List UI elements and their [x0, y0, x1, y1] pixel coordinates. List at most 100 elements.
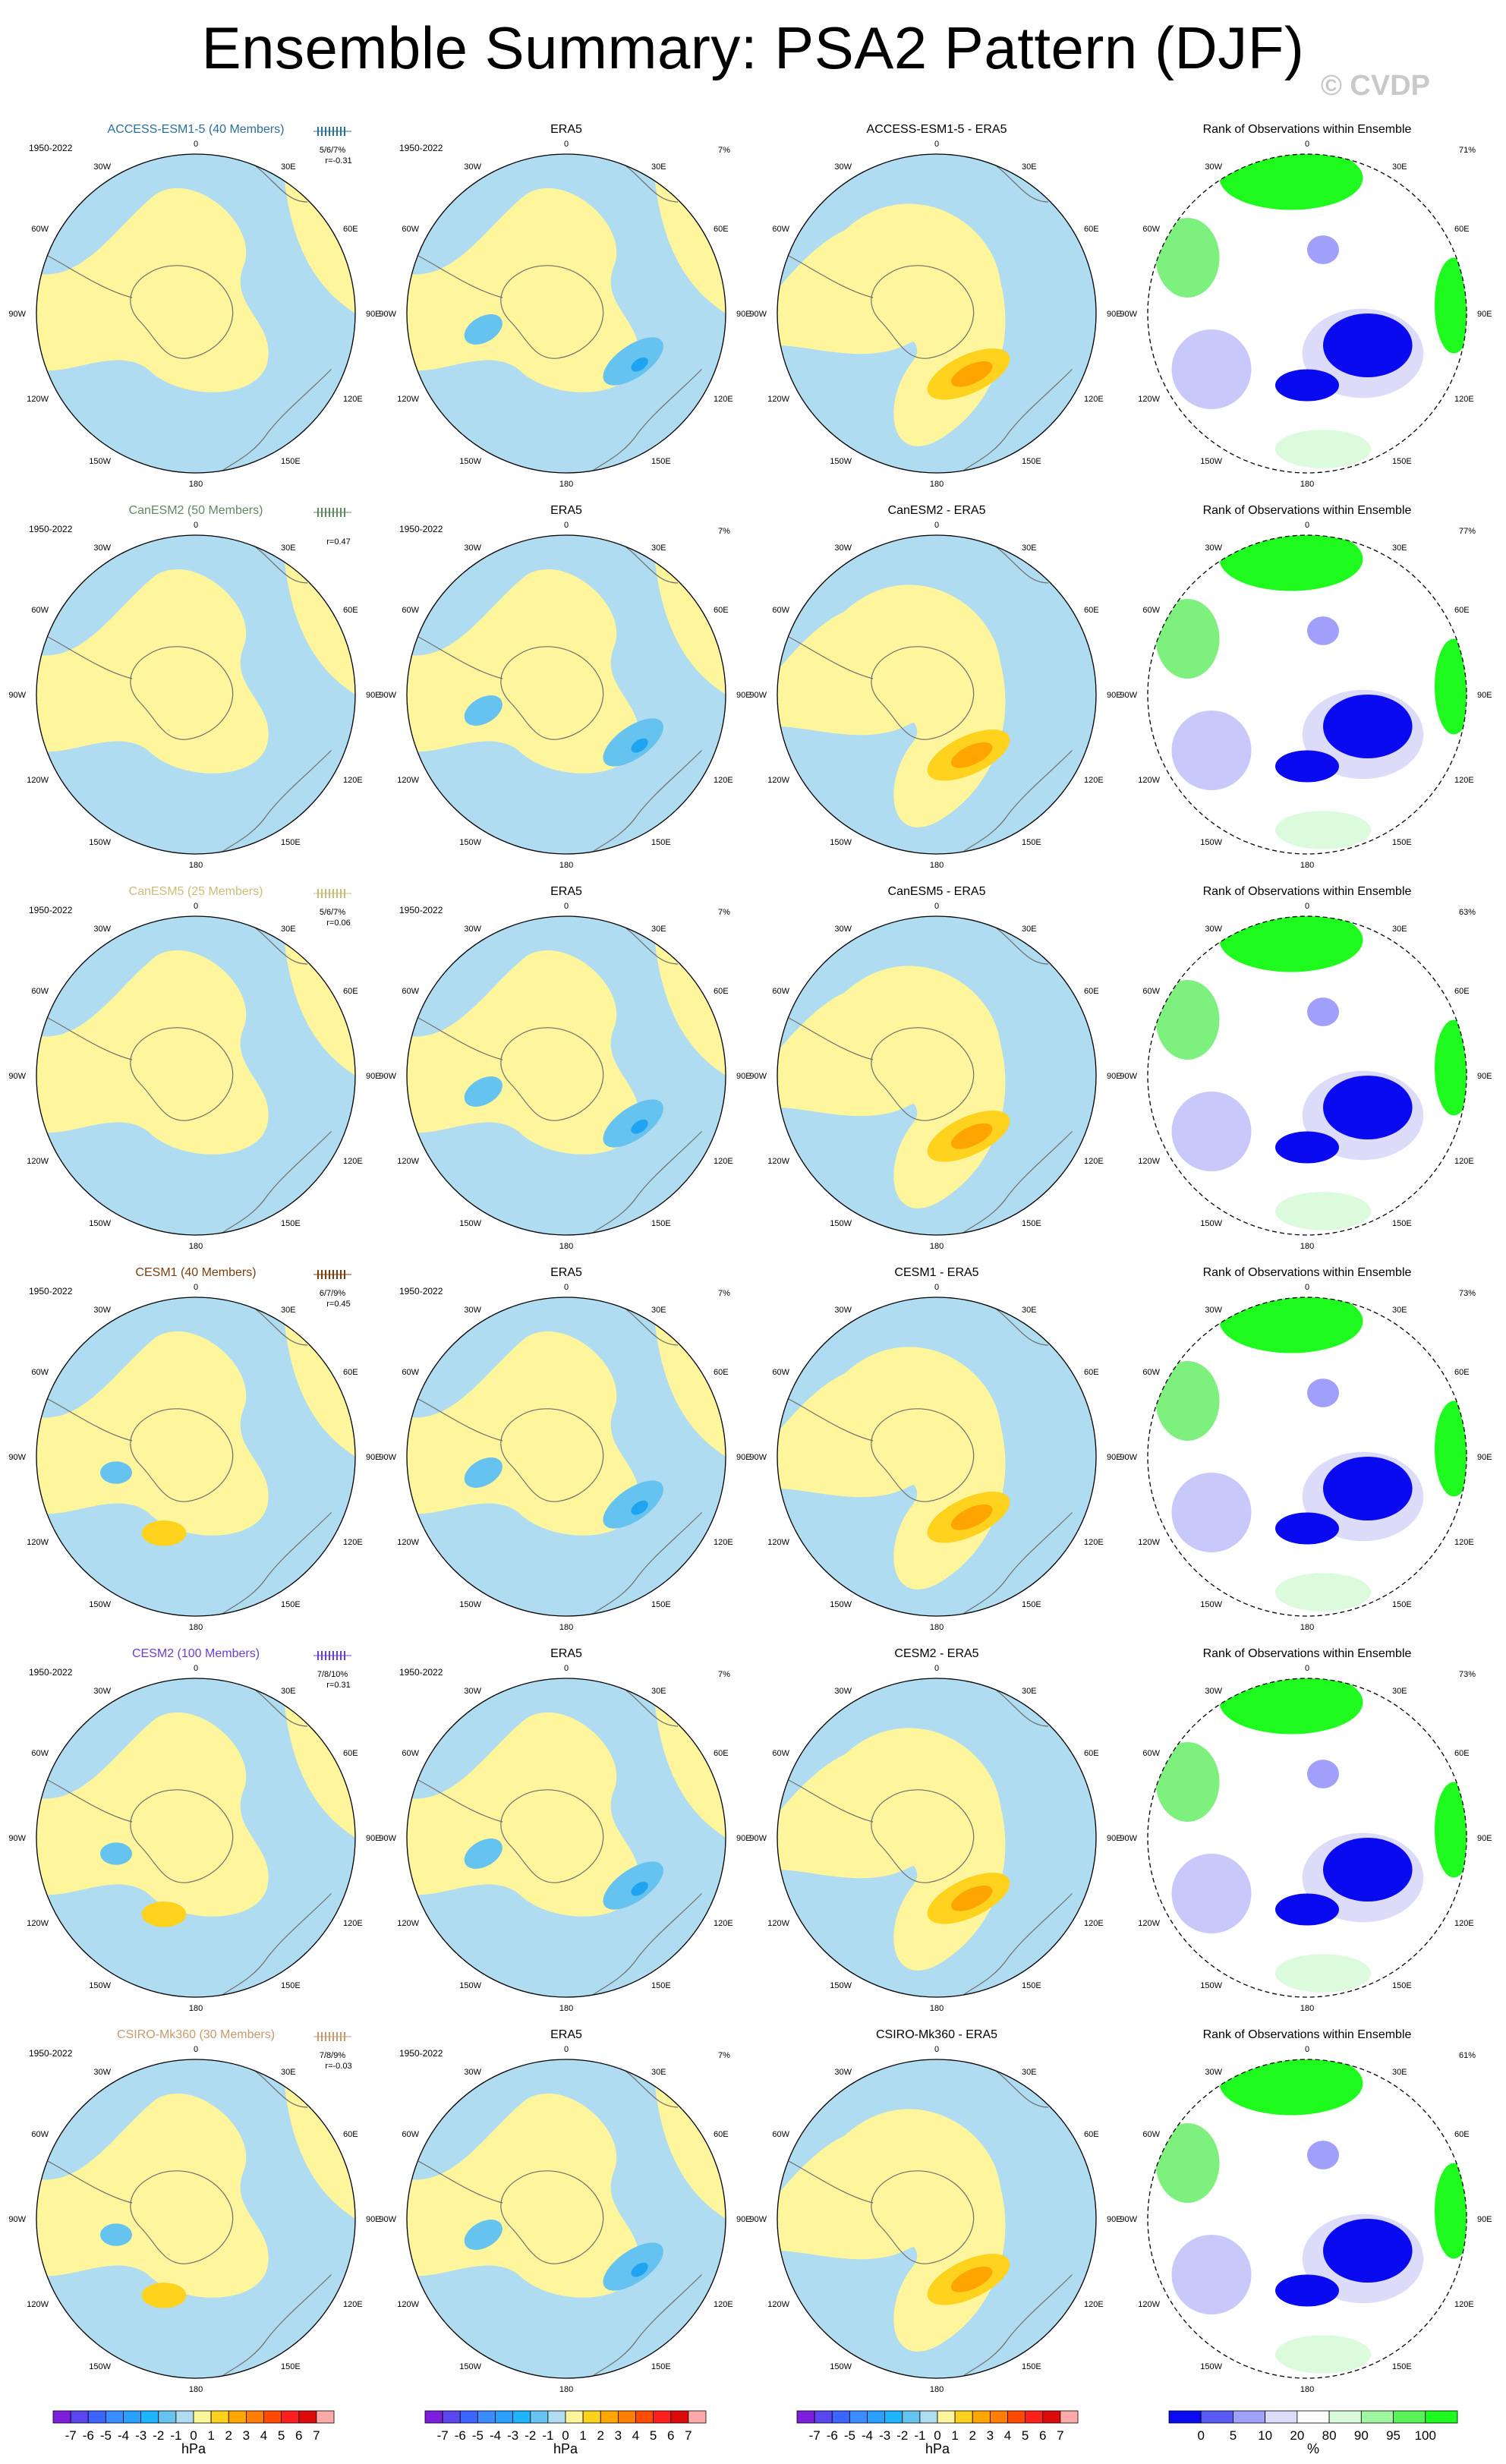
colorbar-swatch	[582, 2410, 601, 2424]
longitude-label: 0	[194, 1283, 198, 1292]
longitude-label: 120E	[1084, 2300, 1104, 2309]
colorbar-swatch	[52, 2410, 71, 2424]
colorbar-tick-label: 10	[1258, 2428, 1272, 2443]
colorbar-swatch	[298, 2410, 317, 2424]
colorbar-swatch	[653, 2410, 672, 2424]
colorbar-swatch	[263, 2410, 282, 2424]
longitude-label: 90E	[1477, 1072, 1492, 1081]
longitude-label: 0	[194, 1664, 198, 1673]
difference-panel-title: CESM1 - ERA5	[894, 1266, 978, 1279]
colorbar-swatch	[495, 2410, 514, 2424]
longitude-label: 60E	[714, 987, 729, 996]
difference-panel-title: CSIRO-Mk360 - ERA5	[876, 2028, 997, 2041]
longitude-label: 60E	[343, 2130, 358, 2139]
colorbar-tick-label: -4	[490, 2428, 501, 2443]
longitude-label: 30E	[1392, 925, 1407, 934]
longitude-label: 60E	[1454, 2130, 1470, 2139]
colorbar-hpa-3: -7 -6 -5 -4 -3 -2 -1 0 1 2 3 4 5 6 7 hPa	[796, 2410, 1079, 2456]
row5-era5-map: 0 30E 60E 90E 120E 150E 180 150W 120W 90W 60W 30W	[379, 1664, 751, 2013]
longitude-label: 30E	[1392, 1687, 1407, 1696]
colorbar-swatch	[1025, 2410, 1044, 2424]
longitude-label: 150W	[830, 457, 852, 466]
longitude-label: 90E	[736, 2215, 751, 2224]
longitude-label: 180	[189, 480, 203, 489]
longitude-label: 30E	[1022, 1687, 1037, 1696]
longitude-label: 180	[1300, 1242, 1314, 1251]
longitude-label: 30W	[1205, 544, 1222, 553]
longitude-label: 150E	[1022, 1219, 1041, 1228]
longitude-label: 60E	[1454, 1368, 1470, 1377]
colorbar-tick-label: 0	[562, 2428, 569, 2443]
longitude-label: 90W	[379, 1453, 396, 1462]
longitude-label: 120W	[27, 1919, 49, 1928]
longitude-label: 90W	[1120, 2215, 1137, 2224]
longitude-label: 30W	[93, 162, 111, 172]
longitude-label: 180	[1300, 480, 1314, 489]
longitude-label: 120W	[767, 776, 789, 785]
longitude-label: 150W	[89, 1219, 111, 1228]
colorbar-swatch	[1328, 2410, 1362, 2424]
longitude-label: 120W	[1138, 1919, 1160, 1928]
longitude-label: 0	[564, 1664, 569, 1673]
longitude-label: 60W	[1142, 1368, 1160, 1377]
longitude-label: 60W	[402, 2130, 419, 2139]
era5-variance-label: 7%	[718, 2051, 730, 2060]
colorbar-tick-label: 95	[1386, 2428, 1400, 2443]
longitude-label: 60W	[402, 1368, 419, 1377]
longitude-label: 60W	[31, 987, 49, 996]
longitude-label: 0	[934, 902, 939, 911]
model-panel-title: CSIRO-Mk360 (30 Members)	[117, 2028, 275, 2041]
longitude-label: 30E	[1022, 544, 1037, 553]
colorbar-tick-label: -5	[844, 2428, 855, 2443]
colorbar-tick-label: 4	[260, 2428, 267, 2443]
longitude-label: 120E	[714, 1538, 733, 1547]
longitude-label: 150W	[89, 2362, 111, 2371]
longitude-label: 0	[194, 2045, 198, 2054]
colorbar-tick-label: 1	[207, 2428, 214, 2443]
longitude-label: 150W	[459, 1981, 481, 1990]
difference-panel-title: CanESM2 - ERA5	[888, 504, 986, 517]
row6-era5-map: 0 30E 60E 90E 120E 150E 180 150W 120W 90W 60W 30W	[379, 2045, 751, 2394]
longitude-label: 120E	[343, 776, 363, 785]
colorbar-swatch	[937, 2410, 956, 2424]
colorbar-swatch	[228, 2410, 247, 2424]
colorbar-swatch	[281, 2410, 300, 2424]
longitude-label: 180	[1300, 1623, 1314, 1632]
colorbar-swatch	[688, 2410, 707, 2424]
longitude-label: 90W	[1120, 1834, 1137, 1843]
year-range-label: 1950-2022	[29, 905, 73, 915]
colorbar-swatch	[442, 2410, 461, 2424]
longitude-label: 120E	[714, 2300, 733, 2309]
row2-diff-map: 0 30E 60E 90E 120E 150E 180 150W 120W 90W 60W 30W	[749, 521, 1121, 870]
longitude-label: 90W	[1120, 1453, 1137, 1462]
longitude-label: 180	[559, 2004, 573, 2013]
longitude-label: 60W	[31, 606, 49, 615]
colorbar-tick-label: 4	[632, 2428, 639, 2443]
longitude-label: 30E	[1022, 1306, 1037, 1315]
colorbar-tick-label: 6	[1039, 2428, 1046, 2443]
longitude-label: 90W	[749, 1834, 767, 1843]
colorbar-swatch	[547, 2410, 566, 2424]
row2-era5-map: 0 30E 60E 90E 120E 150E 180 150W 120W 90W 60W 30W	[379, 521, 751, 870]
longitude-label: 150W	[89, 1981, 111, 1990]
longitude-label: 60E	[1084, 225, 1099, 234]
longitude-label: 150E	[1392, 838, 1412, 847]
longitude-label: 150E	[1022, 2362, 1041, 2371]
longitude-label: 150W	[1200, 457, 1222, 466]
longitude-label: 30W	[464, 2068, 481, 2077]
longitude-label: 150W	[1200, 1219, 1222, 1228]
model-panel-title: CanESM2 (50 Members)	[129, 504, 263, 517]
longitude-label: 90W	[379, 1072, 396, 1081]
longitude-label: 0	[564, 521, 569, 530]
longitude-label: 120E	[1454, 776, 1474, 785]
longitude-label: 90W	[749, 1072, 767, 1081]
longitude-label: 0	[564, 2045, 569, 2054]
colorbar-tick-label: 100	[1415, 2428, 1436, 2443]
longitude-label: 30W	[1205, 2068, 1222, 2077]
longitude-label: 30E	[1022, 2068, 1037, 2077]
row3-diff-map: 0 30E 60E 90E 120E 150E 180 150W 120W 90W 60W 30W	[749, 902, 1121, 1251]
colorbar-swatch	[158, 2410, 177, 2424]
colorbar-hpa-1: -7 -6 -5 -4 -3 -2 -1 0 1 2 3 4 5 6 7 hPa	[52, 2410, 335, 2456]
row6-model-map: 0 30E 60E 90E 120E 150E 180 150W 120W 90W 60W 30W	[8, 2045, 380, 2394]
longitude-label: 150W	[1200, 1981, 1222, 1990]
